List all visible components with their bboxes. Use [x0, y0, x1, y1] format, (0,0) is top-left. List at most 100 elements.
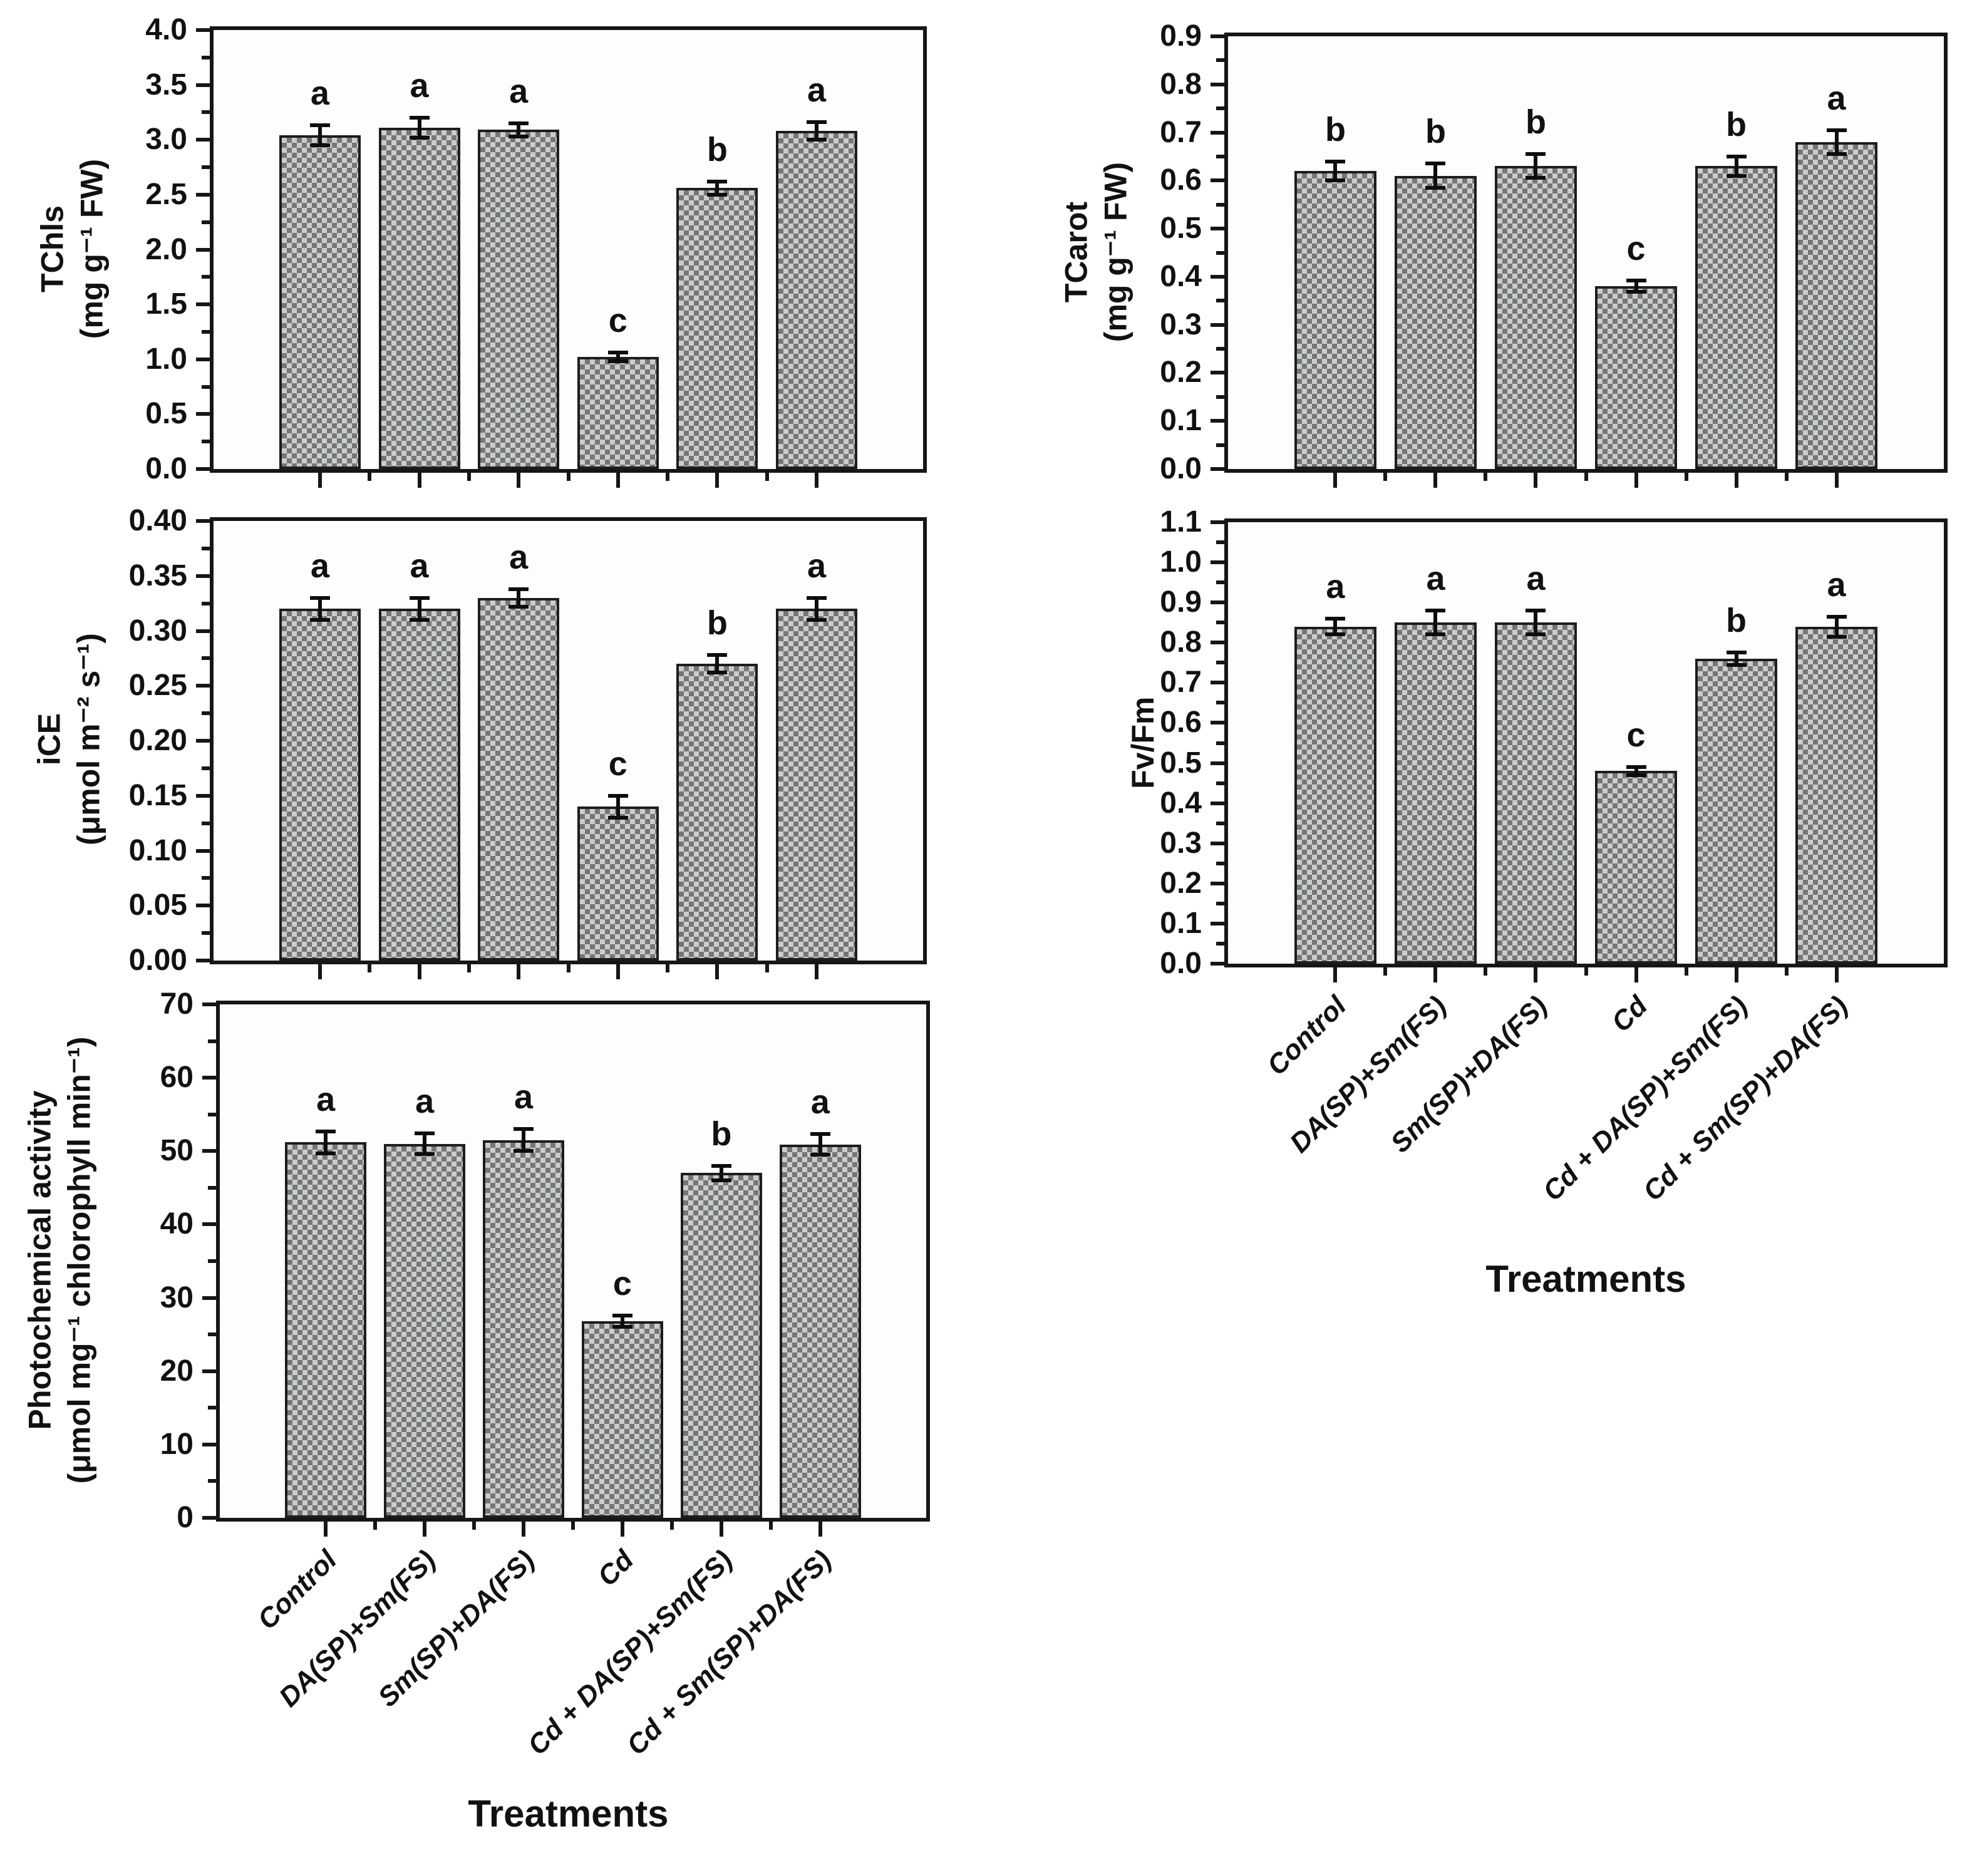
y-tick: [196, 138, 210, 142]
y-tick-label: 0.8: [1160, 67, 1202, 101]
y-tick: [196, 302, 210, 307]
y-tick-label: 0: [177, 1501, 194, 1534]
y-tick: [1211, 761, 1224, 765]
y-minor-tick: [1216, 821, 1224, 825]
error-bar: [1433, 611, 1438, 635]
plot-photochemical: 0 10 20 30 40 50 60 70 a Control a DA(SP)+Sm(FS) a Sm…: [160, 989, 930, 1761]
error-bar-cap-top: [810, 1132, 830, 1136]
error-bar-cap-top: [1726, 651, 1747, 655]
y-tick: [196, 28, 210, 32]
sig-letter: a: [410, 67, 429, 105]
y-axis-label-fvfm: Fv/Fm: [1125, 696, 1160, 789]
sig-letter: a: [509, 538, 529, 576]
error-bar: [719, 1165, 723, 1181]
x-minor-tick: [666, 964, 670, 972]
bar: [1294, 170, 1377, 469]
y-tick: [196, 357, 210, 361]
error-bar-cap-top: [807, 595, 827, 600]
sig-letter: a: [810, 1083, 830, 1121]
error-bar: [318, 597, 322, 620]
y-tick-label: 0.8: [1160, 626, 1202, 659]
y-minor-tick: [1216, 901, 1224, 905]
x-tick: [522, 1522, 526, 1537]
y-minor-tick: [202, 546, 210, 550]
x-tick: [620, 1522, 624, 1537]
x-tick: [318, 473, 322, 488]
y-tick-label: 0.00: [128, 944, 187, 977]
error-bar-cap-bottom: [607, 359, 628, 364]
x-tick: [1333, 967, 1338, 982]
error-bar-cap-bottom: [711, 1178, 731, 1183]
y-tick: [1211, 560, 1224, 565]
y-tick-label: 0.35: [128, 559, 187, 592]
error-bar: [1333, 618, 1338, 635]
y-minor-tick: [202, 931, 210, 935]
error-bar: [318, 125, 322, 145]
y-tick: [1211, 178, 1224, 183]
bar: [676, 664, 758, 961]
x-axis-title-left: Treatments: [468, 1793, 669, 1835]
y-tick: [1211, 274, 1224, 279]
y-tick-label: 0.0: [145, 452, 187, 485]
sig-letter: a: [310, 547, 329, 585]
y-tick-label: 0.9: [1160, 585, 1202, 619]
y-tick-label: 0.40: [128, 504, 187, 537]
error-bar-cap-bottom: [1826, 634, 1847, 639]
x-tick: [719, 1522, 723, 1537]
x-tick: [616, 964, 620, 979]
y-minor-tick: [1216, 106, 1224, 111]
y-tick-label: 2.5: [145, 177, 187, 211]
y-tick: [202, 1296, 216, 1300]
y-tick: [196, 247, 210, 252]
y-tick-label: 0.15: [128, 778, 187, 812]
y-minor-tick: [208, 1332, 216, 1337]
error-bar-cap-bottom: [707, 671, 728, 675]
x-tick: [1634, 473, 1638, 488]
x-minor-tick: [1684, 967, 1688, 976]
x-tick: [1534, 473, 1538, 488]
error-bar: [715, 181, 720, 195]
y-minor-tick: [1216, 580, 1224, 585]
x-minor-tick: [1784, 473, 1789, 481]
error-bar: [620, 1315, 624, 1327]
error-bar-cap-bottom: [1325, 632, 1346, 637]
bar: [478, 130, 560, 469]
bar: [681, 1173, 762, 1518]
error-bar-cap-bottom: [1425, 632, 1446, 637]
bar: [1494, 166, 1577, 469]
bar: [676, 188, 758, 469]
y-tick-label: 70: [160, 987, 194, 1021]
x-minor-tick: [368, 964, 372, 972]
sig-letter: c: [608, 745, 627, 783]
error-bar: [815, 597, 819, 620]
x-tick: [1834, 473, 1839, 488]
y-tick-label: 60: [160, 1061, 194, 1095]
x-tick: [1734, 967, 1738, 982]
error-bar-cap-bottom: [1325, 178, 1346, 183]
error-bar-cap-bottom: [1826, 152, 1847, 157]
sig-letter: c: [608, 302, 627, 340]
sig-letter: b: [706, 604, 728, 642]
error-bar-cap-top: [509, 121, 529, 125]
sig-letter: a: [514, 1078, 534, 1116]
error-bar-cap-bottom: [509, 134, 529, 138]
x-minor-tick: [571, 1522, 575, 1530]
y-tick-label: 0.3: [1160, 826, 1202, 860]
plot-fvfm: 0.0 0.1 0.2 0.3 0.4 0.5 0.6 0.7 0.8 0.9 1.0 1.1 a Con…: [1160, 507, 1948, 1207]
x-tick: [1433, 967, 1438, 982]
error-bar-cap-top: [607, 351, 628, 355]
bar: [1594, 286, 1678, 469]
x-minor-tick: [373, 1522, 378, 1530]
error-bar-cap-bottom: [309, 617, 330, 622]
y-minor-tick: [1216, 540, 1224, 545]
error-bar-cap-bottom: [612, 1325, 632, 1329]
bar: [1394, 175, 1477, 469]
y-tick-label: 3.5: [145, 68, 187, 101]
y-minor-tick: [1216, 154, 1224, 158]
error-bar-cap-bottom: [1425, 185, 1446, 190]
y-tick: [202, 1076, 216, 1080]
sig-letter: a: [410, 547, 429, 585]
y-tick: [196, 412, 210, 416]
sig-letter: a: [1827, 565, 1846, 604]
y-minor-tick: [202, 876, 210, 880]
